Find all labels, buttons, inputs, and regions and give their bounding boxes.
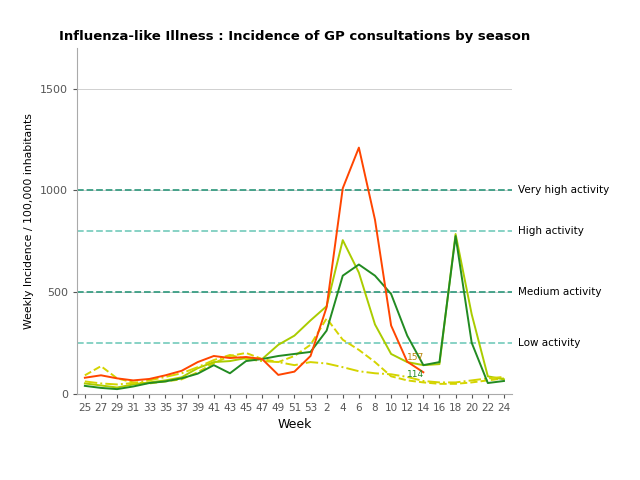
Text: 114: 114	[407, 371, 424, 379]
X-axis label: Week: Week	[277, 418, 312, 431]
Text: Low activity: Low activity	[518, 338, 580, 348]
Title: Influenza-like Illness : Incidence of GP consultations by season: Influenza-like Illness : Incidence of GP…	[59, 30, 530, 43]
Y-axis label: Weekly Incidence / 100,000 inhabitants: Weekly Incidence / 100,000 inhabitants	[24, 113, 34, 329]
Text: Medium activity: Medium activity	[518, 287, 602, 297]
Legend: 2020–2021, 2021–2022, 2022–2023, 2023–2024, 2024–2025: 2020–2021, 2021–2022, 2022–2023, 2023–20…	[133, 475, 456, 480]
Text: High activity: High activity	[518, 226, 584, 236]
Text: 157: 157	[407, 353, 424, 362]
Text: Very high activity: Very high activity	[518, 185, 610, 195]
